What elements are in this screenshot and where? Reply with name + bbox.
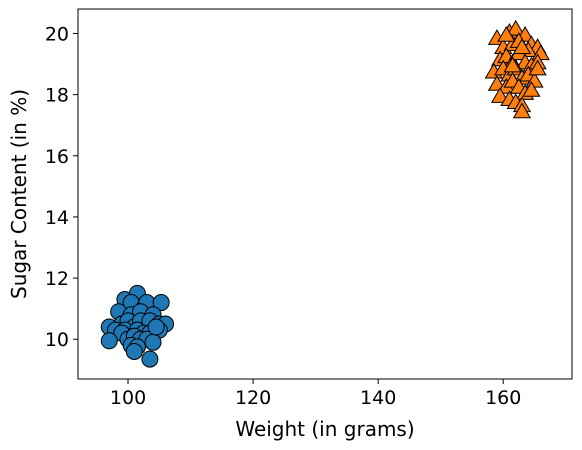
series-1-point (152, 294, 170, 312)
plot-frame (77, 8, 573, 380)
series-2-point (487, 74, 507, 91)
y-tick-label: 10 (45, 329, 69, 351)
series-2-point (506, 19, 525, 36)
x-tick-label: 100 (110, 387, 146, 409)
y-tick-label: 14 (45, 207, 69, 229)
series-1-point (144, 333, 162, 351)
axis-ticks: 100 120 140 160 10 12 14 16 18 20 (45, 23, 522, 409)
data-points (100, 19, 550, 368)
x-tick-label: 160 (485, 387, 521, 409)
y-tick-label: 12 (45, 268, 69, 290)
y-axis-label: Sugar Content (in %) (7, 89, 31, 299)
x-tick-label: 120 (235, 387, 271, 409)
series-1-point (125, 342, 143, 360)
series-1-point (100, 332, 118, 350)
series-2-point (497, 26, 516, 42)
x-axis-label: Weight (in grams) (235, 417, 414, 441)
x-tick-label: 140 (360, 387, 396, 409)
series-1-point (147, 318, 165, 336)
series-2-point (528, 59, 547, 76)
series-2-point (503, 56, 522, 73)
y-tick-label: 16 (45, 146, 69, 168)
series-2-point (522, 81, 541, 97)
y-tick-label: 18 (45, 85, 69, 107)
series-2-point (512, 38, 532, 55)
series-2-point (490, 87, 510, 103)
series-2-point (512, 102, 532, 119)
series-1-point (141, 350, 159, 368)
y-tick-label: 20 (45, 23, 69, 45)
